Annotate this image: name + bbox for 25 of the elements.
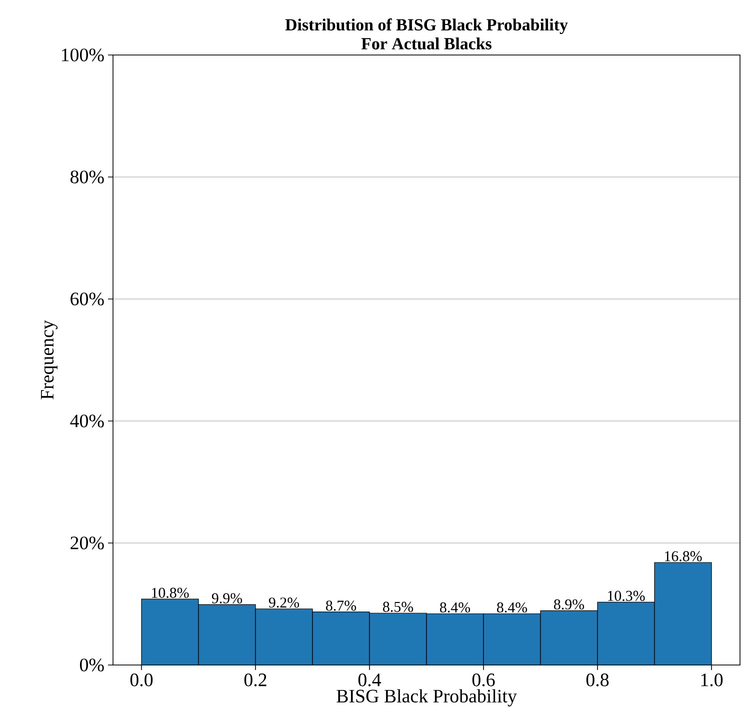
x-axis-title: BISG Black Probability [336,689,517,706]
data-label: 8.4% [497,602,528,613]
data-label: 10.3% [608,590,645,601]
y-tick-label: 40% [70,414,104,428]
x-tick-label: 0.4 [358,674,382,686]
y-tick-label: 60% [70,292,104,306]
x-tick-label: 0.6 [472,674,495,686]
data-label: 8.5% [383,602,414,612]
x-tick-label: 0.8 [586,674,609,686]
chart-title: Distribution of BISG Black Probability For Actual Blacks [285,18,568,50]
data-label: 8.9% [554,599,584,610]
y-axis-title: Frequency [41,320,58,400]
y-tick-label: 20% [70,536,104,550]
y-tick-label: 80% [70,170,104,184]
y-tick-label: 0% [80,658,104,672]
data-label: 9.2% [268,598,300,608]
x-tick-label: 1.0 [701,674,723,686]
data-label: 16.8% [665,551,702,562]
x-tick-label: 0.2 [244,674,266,686]
data-label: 8.4% [440,602,470,613]
data-label: 8.7% [326,600,356,611]
x-tick-label: 0.0 [130,674,153,686]
y-tick-label: 100% [62,48,104,62]
data-label: 9.9% [212,593,242,604]
data-label: 10.8% [152,588,189,598]
